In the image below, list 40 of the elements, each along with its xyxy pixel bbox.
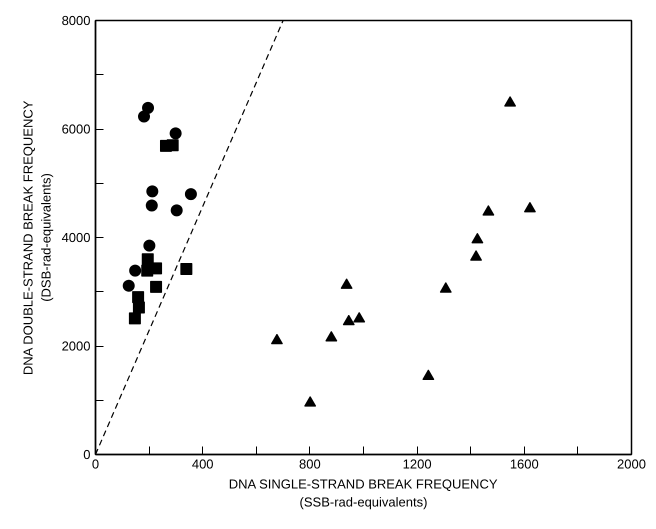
point — [325, 331, 338, 342]
y-tick-label: 8000 — [62, 13, 90, 28]
y-tick-label: 2000 — [62, 338, 90, 354]
x-tick-label: 1200 — [402, 456, 432, 472]
point — [180, 262, 192, 275]
point — [524, 202, 536, 212]
point — [166, 139, 179, 152]
point — [471, 232, 484, 244]
point — [340, 278, 353, 289]
point — [422, 370, 434, 380]
point — [270, 334, 283, 344]
point — [142, 253, 154, 266]
x-tick-label: 1600 — [510, 456, 539, 472]
point — [470, 250, 482, 261]
point — [170, 127, 182, 140]
point — [146, 200, 158, 212]
y-tick-label: 6000 — [62, 122, 90, 136]
point — [146, 185, 158, 198]
point — [440, 282, 452, 293]
x-tick-label: 800 — [299, 456, 321, 472]
x-tick-label: 400 — [192, 456, 214, 472]
point — [482, 205, 494, 216]
x-tick-label: 2000 — [617, 456, 646, 472]
point — [353, 312, 366, 323]
point — [132, 291, 144, 304]
y-tick-label: 4000 — [62, 230, 90, 245]
y-tick-label: 0 — [83, 447, 91, 462]
point — [129, 264, 142, 277]
point — [150, 280, 162, 293]
x-axis-title: DNA SINGLE-STRAND BREAK FREQUENCY (SSB-rad-equivalents) — [228, 476, 498, 510]
point — [128, 312, 141, 324]
point — [122, 280, 135, 292]
point — [138, 110, 150, 123]
point — [342, 314, 355, 326]
point — [142, 102, 154, 114]
point — [304, 396, 316, 407]
point — [170, 204, 183, 216]
y-axis-title: DNA DOUBLE-STRAND BREAK FREQUENCY (DSB-rad-equivalents) — [20, 100, 54, 376]
point — [184, 188, 197, 200]
point — [143, 240, 156, 252]
